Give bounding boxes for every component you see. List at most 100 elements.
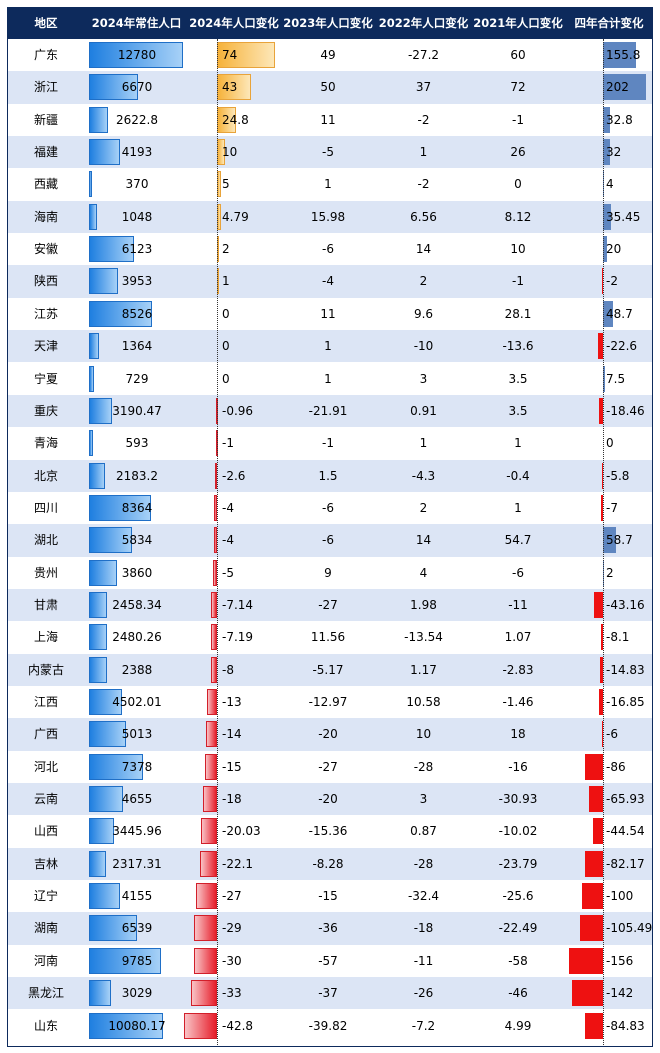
table-row: 吉林 2317.31 -22.1 -8.28 -28 -23.79 -82.17 — [7, 847, 653, 881]
change-2021-value: -1 — [512, 274, 524, 289]
change-2021-value: 10 — [510, 242, 526, 257]
region-cell: 黑龙江 — [27, 986, 64, 1001]
four-year-total-bar — [603, 42, 637, 68]
population-value: 3860 — [121, 565, 153, 580]
region-cell: 江西 — [33, 695, 58, 709]
change-2024-bar — [206, 721, 217, 748]
change-2023-value: -6 — [322, 500, 334, 515]
change-2021-value: 3.5 — [508, 403, 528, 418]
population-value: 593 — [125, 436, 149, 451]
table-row: 山东 10080.17 -42.8 -39.82 -7.2 4.99 -84.83 — [7, 1010, 653, 1042]
change-2024-value: 4.79 — [222, 209, 249, 224]
table-row: 辽宁 4155 -27 -15 -32.4 -25.6 -100 — [7, 880, 653, 912]
change-2023-value: -27 — [318, 759, 338, 774]
table-row: 山西 3445.96 -20.03 -15.36 0.87 -10.02 -44.54 — [7, 815, 653, 847]
change-2022-value: -28 — [413, 759, 434, 774]
population-value: 8364 — [121, 500, 153, 515]
four-year-total-bar — [599, 689, 603, 715]
change-2024-bar — [183, 1012, 217, 1039]
table-row: 上海 2480.26 -7.19 11.56 -13.54 1.07 -8.1 — [7, 621, 653, 653]
change-2024-value: -30 — [222, 953, 242, 968]
four-year-total-value: 2 — [606, 565, 614, 580]
change-2024-bar — [193, 947, 217, 974]
region-cell: 宁夏 — [33, 371, 58, 386]
change-2023-value: -15.36 — [308, 824, 348, 839]
population-cell: 370 — [87, 168, 187, 200]
population-value: 5834 — [121, 533, 153, 548]
change-2022-value: 2 — [419, 500, 428, 515]
change-2024-value: 1 — [222, 274, 230, 289]
change-2023-value: -27 — [318, 597, 338, 612]
population-value: 729 — [125, 371, 149, 386]
four-year-total-value: -142 — [606, 986, 634, 1001]
four-year-total-bar — [598, 333, 603, 360]
population-value: 6670 — [121, 80, 153, 95]
population-cell: 2622.8 — [87, 104, 187, 136]
four-year-total-bar — [601, 721, 603, 748]
change-2021-value: -11 — [508, 597, 528, 612]
region-cell: 西藏 — [33, 177, 58, 192]
population-value: 4502.01 — [112, 695, 162, 709]
population-bar — [89, 494, 151, 521]
four-year-total-value: -8.1 — [606, 630, 630, 645]
table-row: 广东 12780 74 49 -27.2 60 155.8 — [7, 39, 653, 71]
population-cell: 5834 — [87, 524, 187, 556]
change-2023-value: -15 — [318, 889, 338, 904]
region-cell: 广西 — [33, 727, 58, 742]
four-year-total-value: -5.8 — [606, 468, 630, 483]
four-year-total-value: -2 — [606, 274, 618, 289]
population-value: 10080.17 — [108, 1018, 166, 1033]
population-bar — [89, 850, 107, 877]
population-bar — [89, 818, 115, 845]
four-year-total-value: 202 — [606, 80, 629, 95]
change-2024-value: 5 — [222, 177, 230, 192]
population-bar — [89, 139, 120, 166]
change-2024-bar — [194, 915, 217, 942]
four-year-total-bar — [603, 106, 611, 133]
four-year-total-bar — [603, 74, 647, 101]
population-value: 9785 — [121, 953, 153, 968]
four-year-total-bar — [599, 397, 603, 424]
header-region: 地区 — [34, 16, 58, 30]
change-2022-value: 2 — [419, 274, 428, 289]
population-cell: 593 — [87, 427, 187, 459]
region-cell: 福建 — [33, 145, 58, 160]
change-2024-bar — [211, 591, 217, 618]
population-value: 2480.26 — [112, 630, 162, 645]
change-2021-value: 26 — [510, 145, 526, 160]
population-bar — [89, 42, 183, 68]
change-2022-value: 4 — [419, 565, 428, 580]
table-row: 陕西 3953 1 -4 2 -1 -2 — [7, 265, 653, 298]
table-row: 河南 9785 -30 -57 -11 -58 -156 — [7, 945, 653, 977]
four-year-total-value: 48.7 — [606, 306, 633, 321]
population-cell: 8526 — [87, 298, 187, 330]
population-cell: 6123 — [87, 233, 187, 265]
change-2024-bar — [206, 689, 217, 715]
change-2024-bar — [214, 462, 217, 489]
change-2023-value: -37 — [318, 986, 338, 1001]
change-2022-value: 10.58 — [406, 695, 441, 709]
four-year-total-value: -18.46 — [606, 403, 645, 418]
region-cell: 广东 — [33, 48, 58, 62]
change-2024-value: -22.1 — [222, 856, 254, 871]
change-2023-value: -1 — [322, 436, 334, 451]
table-row: 湖北 5834 -4 -6 14 54.7 58.7 — [7, 524, 653, 557]
change-2021-value: 28.1 — [504, 306, 532, 321]
change-2022-value: -10 — [413, 339, 434, 354]
four-year-total-value: 7.5 — [606, 371, 626, 386]
table-row: 西藏 370 5 1 -2 0 4 — [7, 168, 653, 200]
region-cell: 安徽 — [33, 242, 58, 257]
table-row: 浙江 6670 43 50 37 72 202 — [7, 71, 653, 104]
population-bar — [89, 559, 118, 586]
population-value: 2317.31 — [112, 856, 162, 871]
change-2021-value: -10.02 — [498, 824, 538, 839]
change-2024-value: 0 — [222, 339, 230, 354]
four-year-total-value: 35.45 — [606, 209, 641, 224]
change-2024-value: -7.14 — [222, 597, 254, 612]
population-bar — [89, 74, 139, 101]
change-2021-value: 3.5 — [508, 371, 528, 386]
change-2022-value: 0.87 — [410, 824, 437, 839]
change-2024-value: -4 — [222, 500, 234, 515]
change-2024-bar — [195, 883, 217, 910]
change-2021-value: -1.46 — [502, 695, 534, 709]
